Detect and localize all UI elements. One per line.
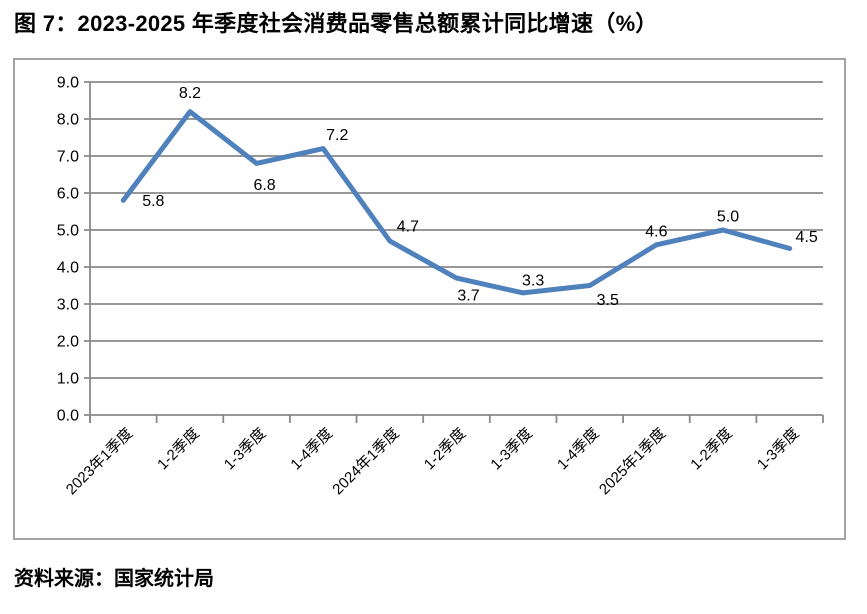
x-axis-label: 1-3季度 [221,425,270,474]
chart-container: 0.0 1.0 2.0 3.0 4.0 5.0 6.0 7.0 8.0 9.0 5.8 8.2 6.8 7… [13,58,846,540]
x-axis-label: 1-4季度 [554,425,603,474]
data-point-label: 5.0 [717,209,739,226]
y-axis-label: 9.0 [57,75,79,92]
data-point-label: 3.7 [457,288,479,305]
data-point-label: 4.7 [397,219,419,236]
y-axis-label: 1.0 [57,371,79,388]
y-axis-label: 7.0 [57,149,79,166]
data-point-label: 7.2 [326,127,348,144]
y-axis-label: 8.0 [57,112,79,129]
x-axis-label: 2023年1季度 [63,425,136,498]
y-axis-label: 5.0 [57,223,79,240]
x-axis-label: 1-2季度 [421,425,470,474]
y-axis-label: 3.0 [57,297,79,314]
data-point-label: 5.8 [142,193,164,210]
data-point-label: 3.5 [597,292,619,309]
y-axis-label: 6.0 [57,186,79,203]
x-axis-label: 2024年1季度 [329,425,402,498]
x-axis-label: 2025年1季度 [596,425,669,498]
source-note: 资料来源：国家统计局 [14,568,214,590]
x-axis-label: 1-3季度 [487,425,536,474]
y-axis-label: 4.0 [57,260,79,277]
x-axis-label: 1-2季度 [154,425,203,474]
y-axis-label: 2.0 [57,334,79,351]
line-chart: 0.0 1.0 2.0 3.0 4.0 5.0 6.0 7.0 8.0 9.0 5.8 8.2 6.8 7… [57,75,824,498]
x-axis-label: 1-2季度 [687,425,736,474]
data-point-label: 6.8 [253,177,275,194]
figure-title: 图 7：2023-2025 年季度社会消费品零售总额累计同比增速（%） [14,11,658,36]
x-axis-label: 1-3季度 [754,425,803,474]
data-point-label: 4.6 [645,223,667,240]
x-axis-label: 1-4季度 [287,425,336,474]
data-point-label: 3.3 [522,272,544,289]
data-point-label: 4.5 [796,229,818,246]
data-series-line [120,109,793,296]
data-point-label: 8.2 [179,85,201,102]
y-axis-label: 0.0 [57,408,79,425]
